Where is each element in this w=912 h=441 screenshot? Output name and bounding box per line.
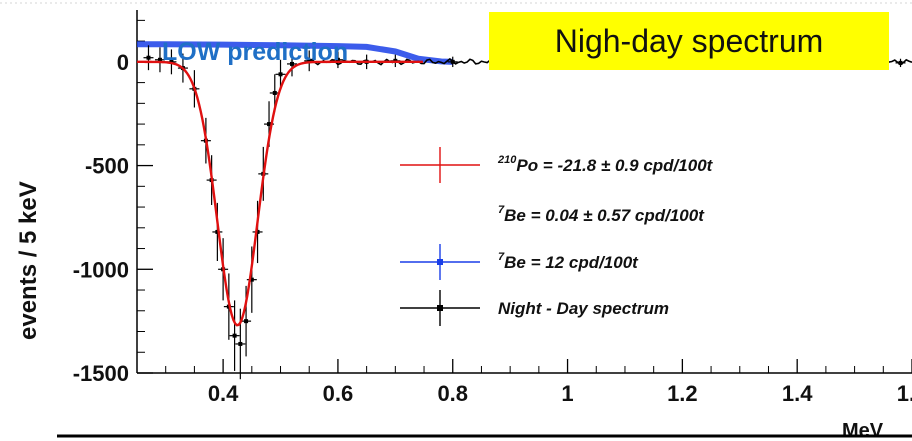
night-day-point: [895, 58, 906, 68]
night-day-point: [447, 56, 458, 68]
legend-entry: 210Po = -21.8 ± 0.9 cpd/100t: [400, 147, 714, 183]
x-tick-label: 0.4: [208, 381, 239, 406]
data-marker: [307, 58, 312, 63]
legend-text: Night - Day spectrum: [498, 299, 669, 318]
night-day-point: [332, 51, 343, 69]
x-tick-label: 0.8: [437, 381, 468, 406]
y-tick-label: -1500: [73, 361, 129, 386]
x-tick-label: 1.6: [897, 381, 912, 406]
data-marker: [249, 277, 254, 282]
night-day-point: [235, 308, 246, 380]
data-marker: [272, 90, 277, 95]
data-marker: [255, 229, 260, 234]
legend-label: 7Be = 12 cpd/100t: [498, 251, 639, 272]
night-day-point: [252, 200, 263, 264]
legend-label: 7Be = 0.04 ± 0.57 cpd/100t: [498, 204, 705, 225]
y-tick-label: -1000: [73, 257, 129, 282]
data-marker: [898, 60, 903, 65]
data-marker: [450, 59, 455, 64]
night-day-point: [154, 47, 165, 73]
x-axis-ticks: 0.4 0.6 0.8 1 1.2 1.4 1.6: [165, 359, 912, 406]
night-day-point: [275, 59, 286, 89]
legend-marker: [437, 259, 443, 265]
night-day-point: [229, 300, 240, 371]
legend-marker: [437, 305, 443, 311]
night-day-point: [304, 50, 315, 72]
data-marker: [267, 122, 272, 127]
legend-entry: 7Be = 12 cpd/100t: [400, 244, 639, 280]
data-marker: [290, 61, 294, 66]
isotope-superscript: 7: [498, 251, 505, 263]
legend-text: Be = 0.04 ± 0.57 cpd/100t: [504, 206, 705, 225]
data-marker: [146, 55, 151, 60]
legend-text: Be = 12 cpd/100t: [504, 253, 639, 272]
legend-text: Po = -21.8 ± 0.9 cpd/100t: [516, 156, 713, 175]
x-tick-label: 0.6: [323, 381, 354, 406]
legend-label: Night - Day spectrum: [498, 299, 669, 318]
x-axis-label: MeV: [842, 420, 884, 441]
plot-frame: [136, 10, 912, 374]
data-marker: [278, 72, 283, 77]
isotope-superscript: 210: [497, 154, 517, 166]
night-day-point: [246, 246, 257, 313]
y-tick-label: 0: [117, 50, 129, 75]
chart-title: Nigh-day spectrum: [554, 22, 824, 59]
y-axis-ticks: 0 -500 -1000 -1500: [73, 19, 153, 386]
data-marker: [157, 57, 162, 62]
data-marker: [215, 229, 220, 234]
isotope-superscript: 7: [498, 204, 505, 216]
y-axis-label: events / 5 keV: [15, 181, 42, 340]
data-marker: [232, 333, 237, 338]
legend-entry: Night - Day spectrum: [400, 290, 669, 326]
po210-fit-curve: [136, 60, 423, 327]
data-marker: [244, 319, 249, 324]
night-day-point: [143, 45, 154, 71]
title-box: Nigh-day spectrum: [489, 12, 889, 70]
data-marker: [335, 57, 340, 62]
y-tick-label: -500: [85, 154, 129, 179]
x-tick-label: 1.2: [667, 381, 698, 406]
x-tick-label: 1: [561, 381, 573, 406]
x-tick-label: 1.4: [782, 381, 813, 406]
legend-label: 210Po = -21.8 ± 0.9 cpd/100t: [497, 154, 714, 175]
legend-entry: 7Be = 0.04 ± 0.57 cpd/100t: [498, 204, 705, 225]
low-prediction-annotation: LOW prediction: [162, 38, 348, 66]
data-marker: [238, 341, 243, 346]
night-day-point: [287, 51, 297, 77]
